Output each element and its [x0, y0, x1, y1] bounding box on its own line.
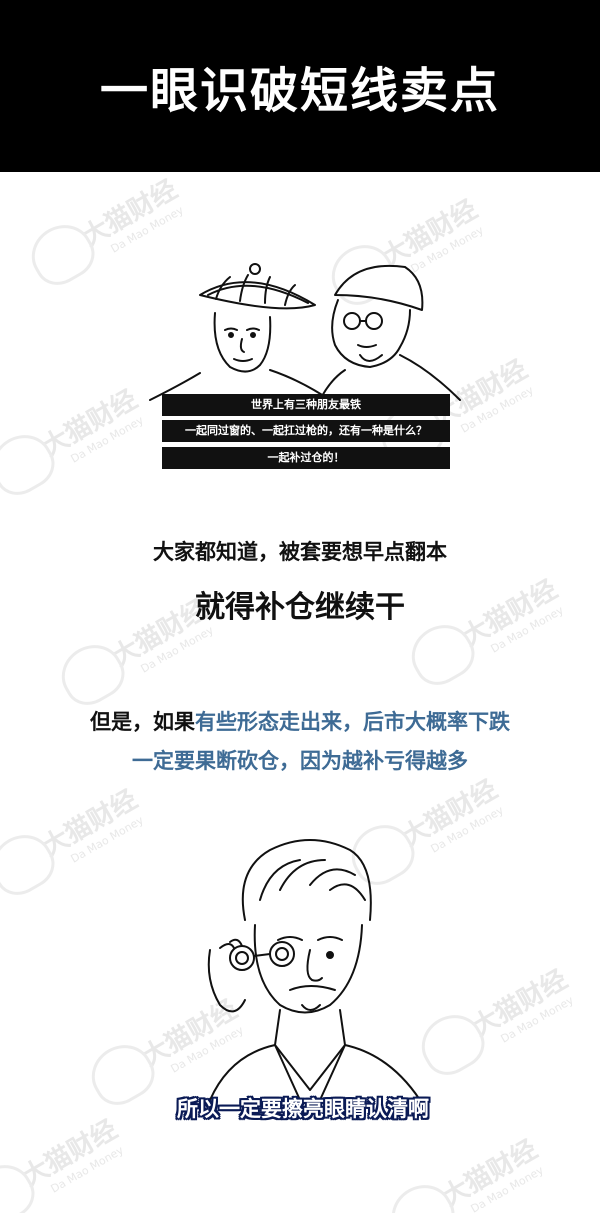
body-text-line: 一定要果断砍仓，因为越补亏得越多 — [132, 749, 468, 773]
subtitle-line: 一起同过窗的、一起扛过枪的，还有一种是什么？ — [162, 420, 450, 442]
header-banner: 一眼识破短线卖点 — [0, 0, 600, 172]
watermark: 大猫财经 Da Mao Money — [21, 172, 189, 294]
body-text-line: 大家都知道，被套要想早点翻本 — [153, 540, 447, 564]
watermark: 大猫财经 Da Mao Money — [381, 1129, 549, 1213]
man-with-opera-glasses-illustration — [207, 839, 421, 1100]
body-text-line: 但是，如果有些形态走出来，后市大概率下跌 — [0, 706, 600, 736]
text-segment-dark: 但是，如果 — [90, 710, 195, 734]
watermark: 大猫财经 Da Mao Money — [411, 959, 579, 1084]
subtitle-line: 世界上有三种朋友最铁 — [162, 394, 450, 416]
whispering-men-illustration — [149, 263, 461, 401]
watermark: 大猫财经 Da Mao Money — [0, 1109, 129, 1213]
subtitle-line: 一起补过仓的！ — [162, 447, 450, 469]
emphasis-text-line: 就得补仓继续干 — [195, 590, 405, 625]
watermark: 大猫财经 Da Mao Money — [0, 779, 149, 904]
text-segment-blue: 有些形态走出来，后市大概率下跌 — [195, 710, 510, 734]
scene-caption: 所以一定要擦亮眼睛认清啊 — [177, 1097, 429, 1121]
page-title: 一眼识破短线卖点 — [99, 63, 500, 119]
